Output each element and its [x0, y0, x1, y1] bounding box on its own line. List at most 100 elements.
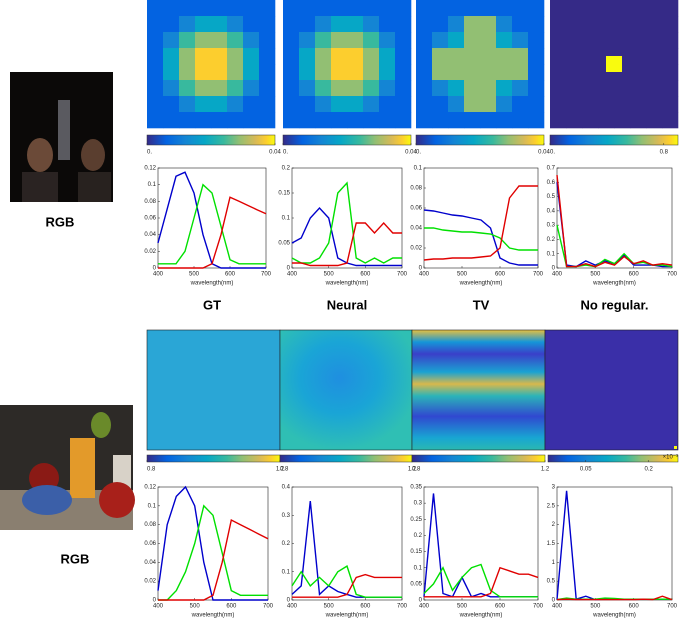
x-tick-label: 700	[667, 272, 678, 278]
heatmap-cell	[496, 64, 512, 80]
heatmap-cell	[432, 16, 448, 32]
heatmap-cell	[496, 32, 512, 48]
y-tick-label: 0.6	[547, 180, 556, 186]
x-tick-label: 700	[397, 272, 408, 278]
heatmap-cell	[480, 0, 496, 16]
heatmap-cell	[299, 112, 315, 128]
heatmap-cell	[416, 112, 432, 128]
heatmap-cell	[480, 48, 496, 64]
x-tick-label: 500	[324, 604, 335, 610]
heatmap-cell	[283, 96, 299, 112]
colorbar-tick-label: 0.8	[280, 467, 289, 473]
y-tick-label: 0.06	[144, 541, 156, 547]
heatmap-cell	[582, 0, 598, 16]
heatmap-cell	[416, 80, 432, 96]
heatmap-cell	[646, 64, 662, 80]
heatmap-cell	[211, 64, 227, 80]
heatmap-cell	[432, 64, 448, 80]
heatmap-cell	[227, 80, 243, 96]
heatmap-cell	[496, 16, 512, 32]
heatmap-cell	[646, 0, 662, 16]
heatmap-cell	[566, 80, 582, 96]
colorbar	[283, 135, 411, 145]
heatmap-cell	[582, 32, 598, 48]
heatmap-cell	[163, 16, 179, 32]
heatmap-cell	[480, 96, 496, 112]
heatmap-cell	[464, 0, 480, 16]
heatmap-cell	[283, 0, 299, 16]
heatmap-cell	[662, 80, 678, 96]
heatmap-cell	[259, 0, 275, 16]
heatmap-cell	[630, 16, 646, 32]
y-tick-label: 0.1	[414, 166, 423, 172]
heatmap-cell	[315, 96, 331, 112]
heatmap-cell	[630, 0, 646, 16]
heatmap-cell	[243, 48, 259, 64]
y-tick-label: 0.06	[144, 216, 156, 222]
y-tick-label: 1	[552, 560, 556, 566]
colorbar-tick-label: 1.2	[541, 467, 550, 473]
heatmap-cell	[331, 96, 347, 112]
heatmap-cell	[283, 32, 299, 48]
colorbar-tick-label: 0.	[416, 150, 421, 156]
figure: RGB RGB 0.0.040.0.040.0.040.0.800.020.04…	[0, 0, 696, 623]
heatmap-cell	[363, 112, 379, 128]
y-tick-label: 0.12	[144, 166, 156, 172]
heatmap-cell	[163, 96, 179, 112]
heatmap-cell	[550, 0, 566, 16]
heatmap-cell	[416, 16, 432, 32]
heatmap-cell	[614, 112, 630, 128]
heatmap-cell	[582, 80, 598, 96]
heatmap-cell	[259, 96, 275, 112]
y-tick-label: 0.04	[144, 232, 156, 238]
heatmap-cell	[646, 80, 662, 96]
heatmap-cell	[480, 64, 496, 80]
heatmap	[545, 330, 678, 450]
heatmap-cell	[432, 0, 448, 16]
x-tick-label: 700	[263, 604, 274, 610]
heatmap-cell	[363, 96, 379, 112]
heatmap-cell	[299, 0, 315, 16]
x-tick-label: 700	[667, 604, 678, 610]
x-tick-label: 600	[495, 604, 506, 610]
heatmap-cell	[395, 0, 411, 16]
heatmap-cell	[259, 16, 275, 32]
heatmap-cell	[662, 16, 678, 32]
heatmap-cell	[630, 32, 646, 48]
heatmap-cell	[448, 32, 464, 48]
heatmap-cell	[598, 96, 614, 112]
heatmap-cell	[582, 16, 598, 32]
photo-detail	[58, 100, 70, 160]
heatmap-cell	[630, 112, 646, 128]
heatmap-cell	[211, 48, 227, 64]
x-tick-label: 400	[287, 604, 298, 610]
heatmap-cell	[147, 48, 163, 64]
heatmap-cell	[243, 16, 259, 32]
heatmap-cell	[395, 80, 411, 96]
colorbar-tick-label: 0.	[147, 150, 152, 156]
heatmap-cell	[432, 112, 448, 128]
heatmap-cell	[464, 16, 480, 32]
heatmap-cell	[379, 80, 395, 96]
heatmap-cell	[179, 0, 195, 16]
heatmap-cell	[147, 16, 163, 32]
heatmap-cell	[147, 96, 163, 112]
colorbar	[548, 455, 678, 462]
x-tick-label: 600	[360, 604, 371, 610]
heatmap-cell	[163, 48, 179, 64]
heatmap-cell	[259, 64, 275, 80]
heatmap-cell	[315, 16, 331, 32]
heatmap-cell	[243, 96, 259, 112]
heatmap-cell	[448, 112, 464, 128]
heatmap-cell	[646, 96, 662, 112]
heatmap-cell	[259, 48, 275, 64]
heatmap-cell	[379, 32, 395, 48]
y-tick-label: 0.35	[410, 485, 422, 491]
heatmap-cell	[432, 48, 448, 64]
heatmap-cell	[416, 64, 432, 80]
heatmap-cell	[347, 32, 363, 48]
colorbar-tick-label: 0.8	[147, 467, 156, 473]
x-tick-label: 500	[590, 604, 601, 610]
heatmap-cell	[315, 112, 331, 128]
x-axis-label: wavelength(nm)	[191, 613, 235, 619]
